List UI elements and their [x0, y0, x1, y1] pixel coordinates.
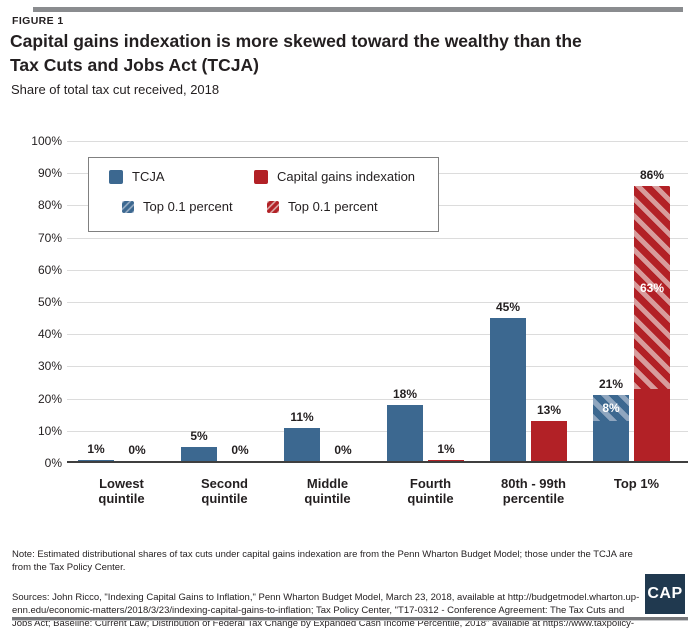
top01-hatch-overlay: 8% [593, 395, 629, 422]
bar-value-label: 1% [87, 441, 105, 456]
bar [387, 405, 423, 463]
legend-item-top01-indexation: Top 0.1 percent [267, 199, 378, 214]
figure-label: FIGURE 1 [12, 15, 64, 27]
bar-value-label: 45% [495, 300, 521, 315]
gridline [67, 269, 688, 271]
y-axis-label: 100% [31, 134, 62, 148]
top01-hatch-overlay: 63% [634, 186, 670, 389]
bar [531, 421, 567, 463]
footnotes: Note: Estimated distributional shares of… [12, 535, 672, 629]
top-accent-bar [33, 7, 683, 12]
y-axis: 0% 10% 20% 30% 40% 50% 60% 70% 80% 90% 100% [0, 134, 62, 470]
note-text: Note: Estimated distributional shares of… [12, 549, 633, 573]
x-axis-line [67, 461, 688, 463]
y-axis-label: 30% [37, 359, 62, 374]
bar-value-label: 0% [231, 443, 249, 457]
y-axis-label: 10% [37, 423, 62, 438]
bar-group: 45% 13% [482, 141, 585, 463]
chart-title-line1: Capital gains indexation is more skewed … [10, 31, 582, 51]
hatch-value-label: 63% [639, 280, 665, 295]
gridline [67, 237, 688, 239]
gridline [67, 366, 688, 368]
x-axis-label: Middle quintile [304, 476, 351, 506]
bar-value-label: 0% [334, 443, 352, 457]
sources-text: Sources: John Ricco, "Indexing Capital G… [12, 592, 640, 629]
cap-logo: CAP [645, 574, 685, 614]
bar-value-label: 86% [639, 168, 665, 183]
legend-label: Top 0.1 percent [288, 199, 378, 214]
x-axis-label: Second quintile [201, 476, 248, 506]
bar-value-label: 5% [190, 428, 208, 443]
tcja-swatch-icon [109, 169, 123, 184]
bar-group: 5% 0% [173, 141, 276, 463]
y-axis-label: 80% [37, 198, 62, 213]
y-axis-label: 40% [37, 327, 62, 342]
bar-value-label: 21% [598, 377, 624, 392]
plot-area: 1% 0% Lowest quintile 5% 0% Second quintile 11… [67, 141, 688, 506]
x-axis-label: Fourth quintile [407, 476, 454, 506]
legend-item-tcja: TCJA [109, 169, 165, 184]
y-axis-label: 20% [37, 391, 62, 406]
bar-value-label: 13% [536, 403, 562, 418]
bar [490, 318, 526, 463]
y-axis-label: 90% [37, 166, 62, 181]
gridline [67, 334, 688, 336]
y-axis-label: 50% [37, 295, 62, 309]
legend-label: Capital gains indexation [277, 169, 416, 184]
bar-value-label: 1% [437, 441, 455, 456]
chart-title: Capital gains indexation is more skewed … [10, 29, 630, 77]
bar: 63% [634, 186, 670, 463]
bar [181, 446, 217, 463]
bottom-rule [12, 617, 688, 620]
gridline [67, 398, 688, 400]
legend: TCJA Capital gains indexation Top 0.1 pe… [88, 157, 439, 232]
bar-value-label: 0% [128, 443, 146, 457]
legend-item-top01-tcja: Top 0.1 percent [122, 199, 233, 214]
chart-subtitle: Share of total tax cut received, 2018 [11, 82, 220, 97]
gridline [67, 302, 688, 303]
x-axis-label: Top 1% [613, 476, 660, 491]
hatch-value-label: 8% [602, 401, 620, 416]
bar-group: 18% 1% [379, 141, 482, 463]
bar-value-label: 11% [290, 409, 314, 424]
x-axis-label: Lowest quintile [98, 476, 145, 506]
legend-item-indexation: Capital gains indexation [254, 169, 415, 184]
x-axis-label: 80th - 99th percentile [500, 476, 566, 506]
indexation-swatch-icon [254, 169, 268, 184]
bar-value-label: 18% [392, 387, 418, 402]
gridline [67, 430, 688, 432]
y-axis-label: 60% [37, 262, 62, 277]
chart-title-line2: Tax Cuts and Jobs Act (TCJA) [10, 55, 259, 75]
legend-label: TCJA [132, 169, 165, 184]
y-axis-label: 70% [37, 230, 62, 245]
legend-label: Top 0.1 percent [143, 199, 233, 214]
top01-red-hatch-swatch-icon [267, 200, 279, 213]
y-axis-label: 0% [44, 456, 62, 470]
bar [284, 427, 320, 463]
gridline [67, 141, 688, 142]
top01-blue-hatch-swatch-icon [122, 200, 134, 213]
bar: 8% [593, 395, 629, 463]
bar-group: 8% 21% 63% 86% [585, 141, 688, 463]
